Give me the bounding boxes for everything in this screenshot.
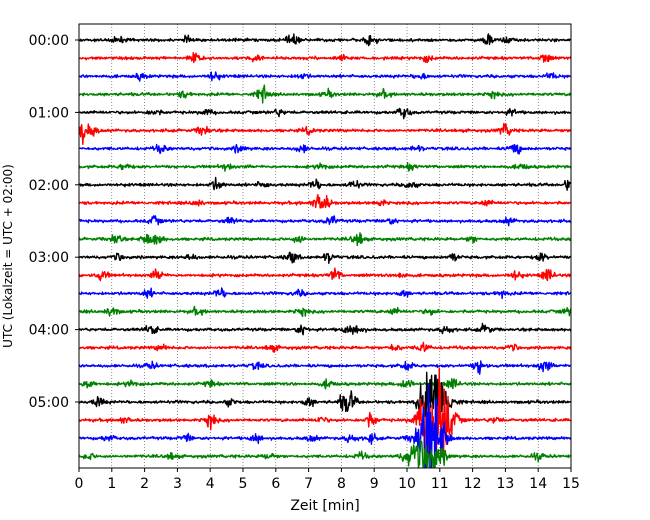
x-tick-label: 10 xyxy=(398,476,416,492)
trace-row-0115 xyxy=(79,123,571,146)
x-tick-label: 4 xyxy=(206,476,215,492)
x-tick-label: 15 xyxy=(562,476,580,492)
x-tick-label: 12 xyxy=(464,476,482,492)
y-tick-label: 00:00 xyxy=(29,33,69,49)
x-tick-label: 1 xyxy=(107,476,116,492)
trace-row-0245 xyxy=(79,232,571,247)
trace-row-0015 xyxy=(79,51,571,64)
x-tick-label: 11 xyxy=(431,476,449,492)
trace-row-0315 xyxy=(79,267,571,282)
trace-row-0030 xyxy=(79,71,571,82)
y-tick-label: 03:00 xyxy=(29,250,69,266)
y-axis-label: UTC (Lokalzeit = UTC + 02:00) xyxy=(1,164,15,348)
y-tick-label: 04:00 xyxy=(29,323,69,339)
trace-row-0545 xyxy=(79,438,571,468)
trace-row-0045 xyxy=(79,84,571,104)
trace-row-0230 xyxy=(79,215,571,227)
x-tick-label: 5 xyxy=(239,476,248,492)
x-tick-label: 3 xyxy=(173,476,182,492)
x-tick-label: 0 xyxy=(75,476,84,492)
trace-row-0500 xyxy=(79,371,571,425)
trace-row-0200 xyxy=(79,176,571,191)
trace-row-0345 xyxy=(79,305,571,318)
x-tick-label: 7 xyxy=(304,476,313,492)
trace-row-0000 xyxy=(79,33,571,47)
plot-frame xyxy=(78,23,572,469)
trace-row-0100 xyxy=(79,107,571,120)
x-tick-label: 2 xyxy=(140,476,149,492)
trace-row-0300 xyxy=(79,251,571,265)
trace-row-0400 xyxy=(79,322,571,336)
x-tick-label: 6 xyxy=(271,476,280,492)
trace-row-0130 xyxy=(79,143,571,155)
seismic-traces xyxy=(79,33,571,468)
trace-row-0445 xyxy=(79,378,571,390)
trace-row-0430 xyxy=(79,360,571,375)
x-tick-label: 9 xyxy=(370,476,379,492)
trace-row-0515 xyxy=(79,367,571,468)
trace-row-0330 xyxy=(79,287,571,300)
trace-row-0145 xyxy=(79,161,571,172)
y-tick-label: 02:00 xyxy=(29,178,69,194)
y-axis: 00:00 01:00 02:00 03:00 04:00 05:00 xyxy=(29,33,79,411)
trace-row-0215 xyxy=(79,193,571,209)
trace-row-0530 xyxy=(79,383,571,468)
y-tick-label: 01:00 xyxy=(29,105,69,121)
x-tick-label: 13 xyxy=(496,476,514,492)
x-axis-label: Zeit [min] xyxy=(290,498,359,514)
x-axis: 0 1 2 3 4 5 6 7 8 9 10 11 12 13 14 15 xyxy=(75,468,580,492)
x-tick-label: 8 xyxy=(337,476,346,492)
x-tick-label: 14 xyxy=(529,476,547,492)
y-tick-label: 05:00 xyxy=(29,395,69,411)
trace-row-0415 xyxy=(79,341,571,354)
